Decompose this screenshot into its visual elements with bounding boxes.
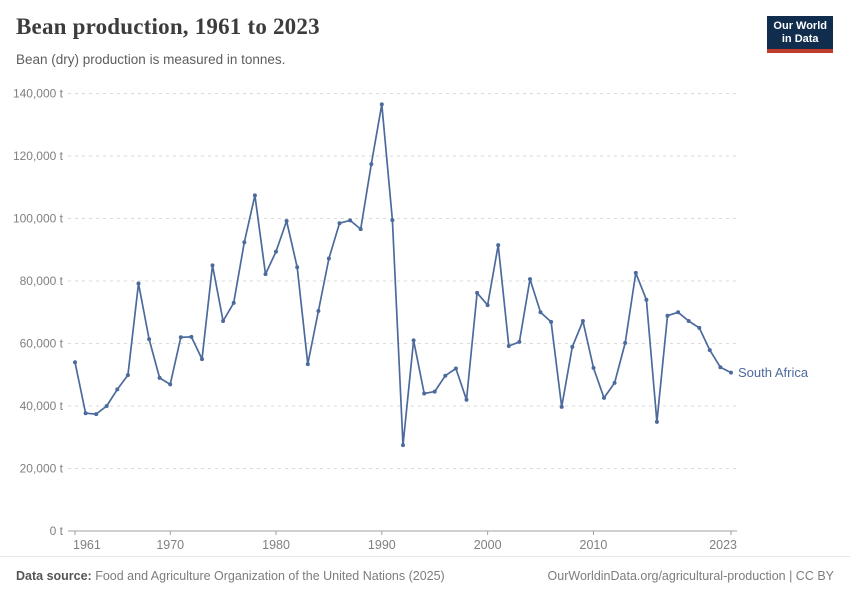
data-point[interactable]: [496, 243, 501, 248]
logo-line1: Our World: [773, 20, 827, 32]
data-point[interactable]: [644, 297, 649, 302]
data-point[interactable]: [570, 344, 575, 349]
data-point[interactable]: [284, 219, 289, 223]
chart-footer: Data source: Food and Agriculture Organi…: [0, 569, 850, 583]
data-point[interactable]: [432, 389, 437, 394]
data-point[interactable]: [73, 360, 77, 365]
data-point[interactable]: [231, 300, 236, 305]
data-point[interactable]: [94, 412, 99, 417]
data-point[interactable]: [337, 221, 342, 226]
series-label[interactable]: South Africa: [738, 365, 809, 380]
data-point[interactable]: [252, 193, 257, 198]
data-point[interactable]: [464, 397, 469, 402]
data-point[interactable]: [316, 309, 321, 313]
data-point[interactable]: [136, 281, 141, 286]
data-point[interactable]: [475, 290, 480, 295]
data-point[interactable]: [379, 102, 384, 107]
x-axis-label: 2010: [580, 538, 608, 550]
data-point[interactable]: [295, 265, 300, 270]
x-axis-label: 1990: [368, 538, 396, 550]
data-point[interactable]: [411, 338, 416, 343]
data-point[interactable]: [686, 319, 691, 323]
data-point[interactable]: [242, 240, 247, 245]
data-source-label: Data source:: [16, 569, 92, 583]
data-point[interactable]: [591, 365, 596, 370]
data-point[interactable]: [559, 404, 564, 409]
data-point[interactable]: [697, 325, 702, 330]
y-axis-label: 80,000 t: [20, 274, 64, 288]
data-point[interactable]: [305, 362, 310, 367]
x-axis-label: 1961: [73, 538, 101, 550]
data-point[interactable]: [718, 365, 723, 370]
y-axis-label: 40,000 t: [20, 399, 64, 413]
data-point[interactable]: [157, 375, 162, 380]
data-point[interactable]: [369, 162, 374, 167]
data-point[interactable]: [654, 419, 659, 424]
data-point[interactable]: [443, 373, 448, 378]
data-source-value: Food and Agriculture Organization of the…: [91, 569, 445, 583]
data-point[interactable]: [348, 218, 353, 223]
y-axis-label: 0 t: [50, 524, 64, 538]
data-point[interactable]: [602, 395, 606, 400]
data-point[interactable]: [189, 334, 194, 339]
data-point[interactable]: [263, 272, 268, 277]
data-point[interactable]: [485, 303, 490, 308]
data-point[interactable]: [676, 310, 681, 315]
data-point[interactable]: [517, 339, 522, 344]
data-point[interactable]: [210, 263, 215, 268]
data-point[interactable]: [506, 344, 511, 348]
data-point[interactable]: [326, 256, 331, 261]
data-point[interactable]: [707, 348, 712, 353]
page-subtitle: Bean (dry) production is measured in ton…: [16, 52, 286, 67]
x-axis-label: 1980: [262, 538, 290, 550]
x-axis-label: 1970: [156, 538, 184, 550]
data-point[interactable]: [612, 380, 617, 385]
footer-divider: [0, 556, 850, 557]
owid-logo[interactable]: Our World in Data: [767, 16, 833, 53]
y-axis-label: 20,000 t: [20, 462, 64, 476]
data-point[interactable]: [125, 373, 130, 378]
data-point[interactable]: [168, 382, 173, 387]
data-point[interactable]: [147, 337, 152, 342]
data-point[interactable]: [538, 310, 543, 315]
data-source-text: Data source: Food and Agriculture Organi…: [16, 569, 445, 583]
data-point[interactable]: [623, 340, 628, 345]
y-axis-label: 140,000 t: [13, 87, 64, 101]
data-point[interactable]: [549, 319, 554, 324]
page-title: Bean production, 1961 to 2023: [16, 14, 320, 39]
data-point[interactable]: [390, 218, 395, 223]
y-axis-label: 120,000 t: [13, 149, 64, 163]
data-point[interactable]: [665, 313, 670, 318]
y-axis-label: 100,000 t: [13, 212, 64, 226]
x-axis-label: 2000: [474, 538, 502, 550]
data-point[interactable]: [200, 357, 204, 362]
data-point[interactable]: [633, 270, 638, 275]
data-point[interactable]: [115, 387, 120, 392]
line-chart[interactable]: 0 t 20,000 t 40,000 t 60,000 t 80,000 t 100,0…: [0, 78, 850, 551]
data-point[interactable]: [358, 227, 363, 232]
data-point[interactable]: [104, 404, 109, 408]
data-point[interactable]: [528, 277, 532, 282]
logo-line2: in Data: [781, 33, 819, 45]
data-point[interactable]: [422, 391, 427, 396]
y-axis-label: 60,000 t: [20, 337, 64, 351]
data-point[interactable]: [453, 366, 458, 371]
data-point[interactable]: [221, 319, 226, 323]
data-point[interactable]: [83, 411, 88, 416]
data-point[interactable]: [178, 335, 183, 340]
data-point[interactable]: [580, 319, 585, 323]
x-axis-label: 2023: [709, 538, 737, 550]
data-point[interactable]: [729, 370, 733, 375]
citation-link[interactable]: OurWorldinData.org/agricultural-producti…: [547, 569, 834, 583]
data-point[interactable]: [274, 249, 278, 254]
data-point[interactable]: [401, 443, 405, 448]
